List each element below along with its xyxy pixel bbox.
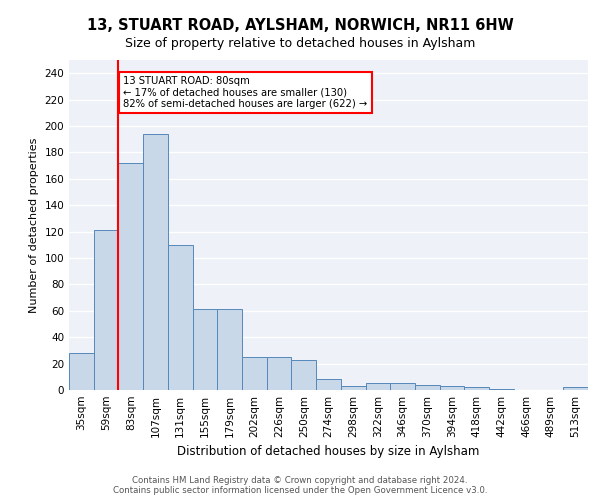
Bar [217,310,242,390]
Bar [193,310,217,390]
Text: 13, STUART ROAD, AYLSHAM, NORWICH, NR11 6HW: 13, STUART ROAD, AYLSHAM, NORWICH, NR11 … [86,18,514,32]
Bar [390,384,415,390]
Text: 13 STUART ROAD: 80sqm
← 17% of detached houses are smaller (130)
82% of semi-det: 13 STUART ROAD: 80sqm ← 17% of detached … [124,76,368,109]
Bar [143,134,168,390]
Bar [440,386,464,390]
Bar [563,388,588,390]
X-axis label: Distribution of detached houses by size in Aylsham: Distribution of detached houses by size … [178,446,479,458]
Bar [292,360,316,390]
Bar [118,163,143,390]
Bar [94,230,118,390]
Bar [267,357,292,390]
Bar [365,384,390,390]
Bar [341,386,365,390]
Text: Contains HM Land Registry data © Crown copyright and database right 2024.
Contai: Contains HM Land Registry data © Crown c… [113,476,487,495]
Bar [489,388,514,390]
Bar [168,245,193,390]
Bar [69,353,94,390]
Y-axis label: Number of detached properties: Number of detached properties [29,138,39,312]
Bar [242,357,267,390]
Bar [415,384,440,390]
Text: Size of property relative to detached houses in Aylsham: Size of property relative to detached ho… [125,38,475,51]
Bar [316,380,341,390]
Bar [464,388,489,390]
